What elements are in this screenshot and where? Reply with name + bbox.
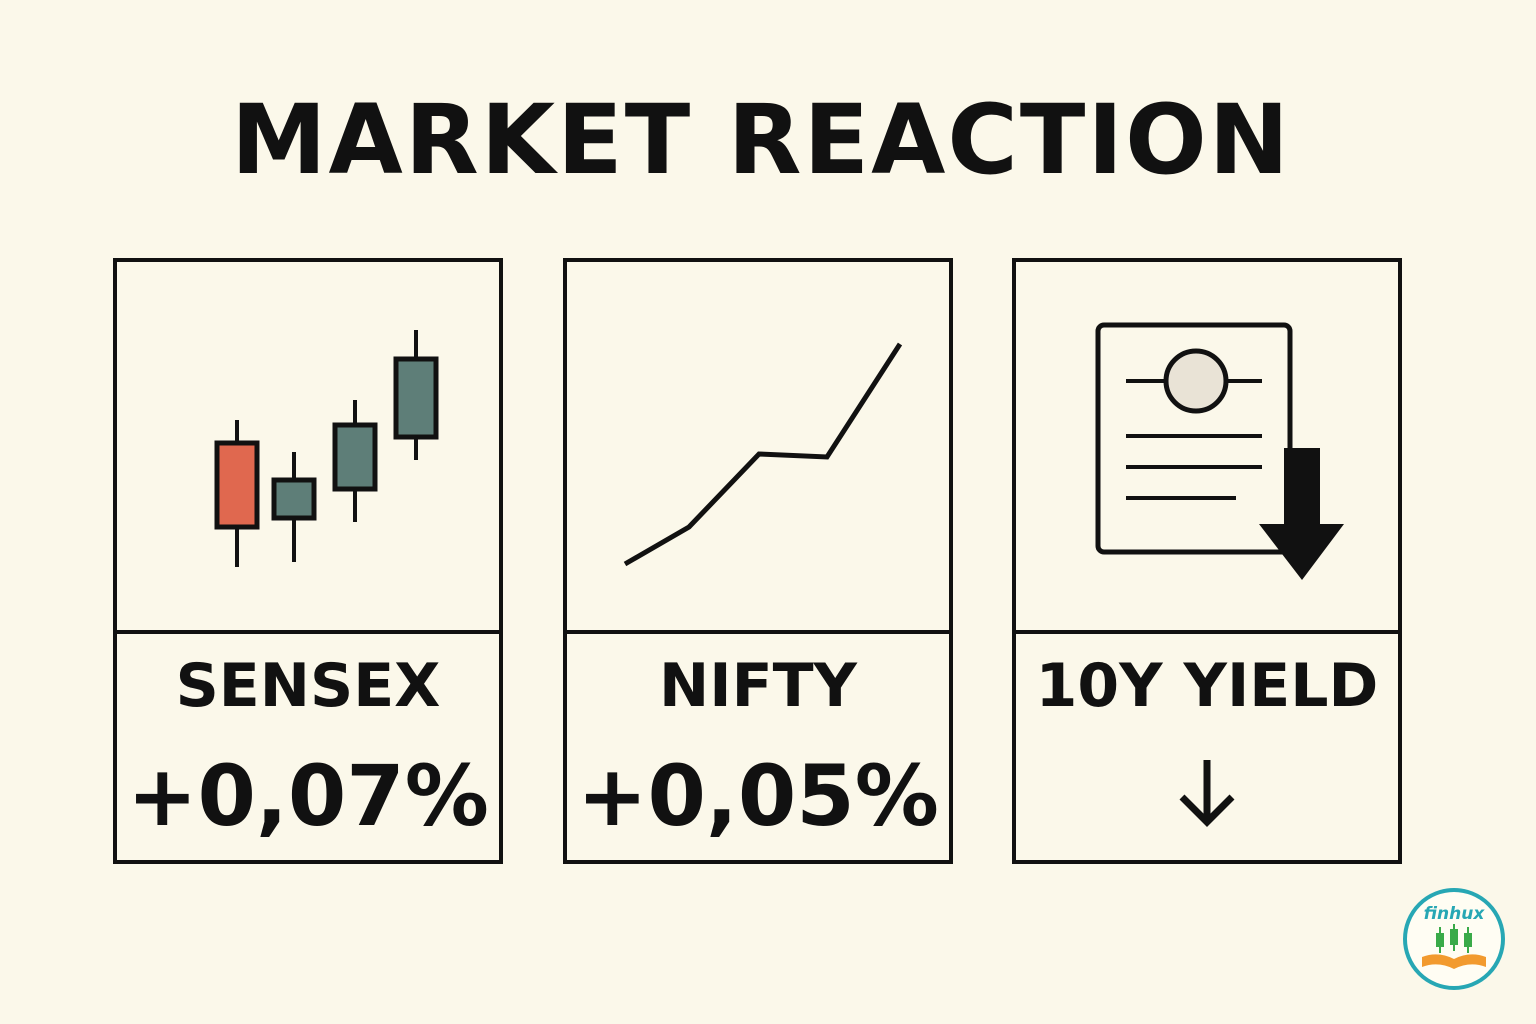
sensex-change: +0,07% — [127, 747, 489, 845]
finhux-logo: finhux — [1403, 888, 1505, 990]
yield-chart-panel — [1016, 262, 1398, 634]
candlestick-chart-icon — [214, 330, 439, 567]
document-down-arrow-icon — [1095, 322, 1344, 580]
nifty-card: NIFTY +0,05% — [563, 258, 953, 864]
nifty-chart-panel — [567, 262, 949, 634]
page-title: MARKET REACTION — [230, 84, 1292, 196]
down-arrow-icon — [1179, 760, 1235, 827]
sensex-chart-panel — [117, 262, 499, 634]
nifty-label: NIFTY — [659, 651, 857, 721]
yield-label: 10Y YIELD — [1035, 651, 1379, 721]
line-chart-icon — [623, 342, 903, 567]
svg-text:finhux: finhux — [1424, 904, 1486, 924]
yield-card: 10Y YIELD — [1012, 258, 1402, 864]
sensex-card: SENSEX +0,07% — [113, 258, 503, 864]
sensex-label: SENSEX — [175, 651, 441, 721]
nifty-change: +0,05% — [577, 747, 939, 845]
